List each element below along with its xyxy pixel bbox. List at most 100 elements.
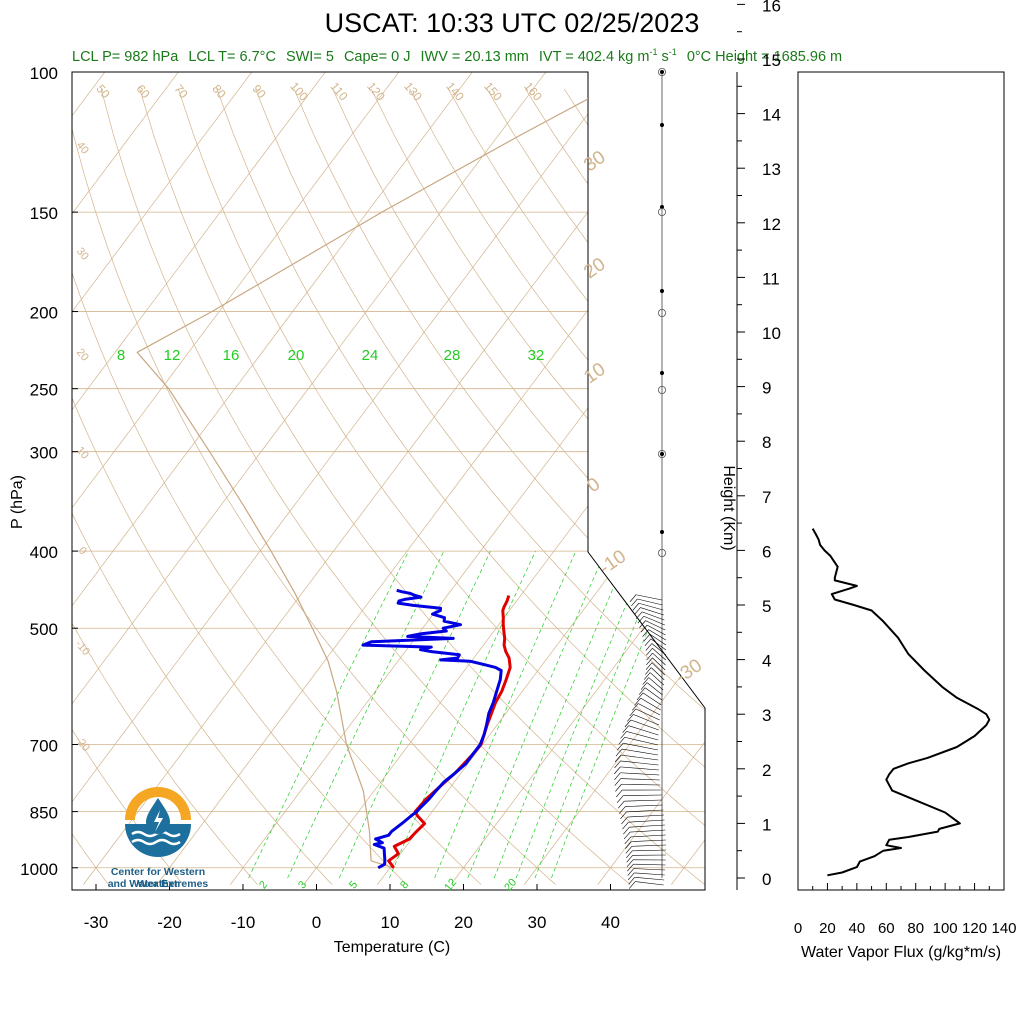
wind-barb-flag [635,611,643,620]
isotherm [450,72,705,885]
wind-barb-flag [617,800,625,809]
skewt-grid [0,54,1024,885]
wind-barb [649,633,667,646]
isotherm [230,72,705,885]
wind-barb-flag [620,731,627,739]
mixing-ratio-label: 20 [502,877,519,894]
wind-barb-flag [632,703,639,711]
isotherm [597,72,705,885]
wind-barb [652,648,666,661]
wind-barb-flag [619,806,626,814]
theta-label: 140 [443,79,467,104]
wind-barb [621,754,659,761]
dry-adiabat [100,88,631,885]
calm-circle [658,449,667,458]
mixing-ratio-label: 32 [528,347,545,364]
wind-barb [628,819,665,823]
mixing-ratio-label: 12 [164,347,181,364]
wind-barb-flag [614,754,622,763]
mixing-ratio-label: 20 [288,347,305,364]
height-tick-label: 3 [762,706,771,725]
flux-trace [811,528,991,877]
theta-label: 40 [74,140,91,157]
height-tick-label: 1 [762,815,771,834]
chart-title: USCAT: 10:33 UTC 02/25/2023 [324,8,700,38]
wind-barb-flag [614,766,621,775]
wind-barb [649,672,664,686]
lcl-temperature: LCL T= 6.7°C [188,48,276,65]
wind-barb [635,881,664,886]
wind-barb [644,687,663,701]
pressure-tick-label: 250 [30,381,58,400]
wind-barb [651,662,666,676]
wind-barb [646,682,663,696]
mixing-ratio-line [534,550,666,879]
wind-barb-flag [615,789,623,798]
dry-adiabat [72,88,482,885]
dewpoint-trace [361,588,503,870]
wind-barb-flag [624,836,632,845]
wind-barb [648,677,664,691]
height-tick-label: 16 [762,0,781,15]
plot-border [71,71,706,891]
wind-barb [634,876,665,881]
dry-adiabat [293,88,705,885]
mixing-ratio-line [515,550,650,879]
isotherm [72,72,192,885]
mixing-ratio-label: 5 [347,879,360,891]
theta-label: 30 [74,246,91,263]
theta-label: 10 [580,359,609,388]
mixing-ratio-line [493,550,630,879]
isotherm [377,72,705,885]
wind-dot [660,452,664,456]
wind-barb [640,697,661,711]
wind-barb-flag [616,742,624,751]
wind-barb-flag [645,667,652,675]
wind-barb-flag [640,682,648,690]
wind-barb-flag [638,687,646,695]
lcl-pressure: LCL P= 982 hPa [72,48,179,65]
wind-barb [621,748,659,756]
wind-barb [652,657,666,671]
dry-adiabat [72,88,407,885]
wind-barb [648,629,666,641]
wind-barb-flag [614,760,621,769]
wind-barb-flag [639,620,646,628]
logo-text-line2: and Water Extremes [107,878,209,890]
wind-barb [624,799,663,802]
mixing-ratio-line [551,550,681,879]
temperature-trace [387,595,512,869]
mixing-ratio-label: 16 [223,347,240,364]
mixing-ratio-label: 12 [442,877,459,894]
isotherm [745,54,1024,884]
height-tick-label: 2 [762,761,771,780]
wind-barb [626,731,659,741]
swi-value: SWI= 5 [285,48,334,65]
flux-panel-border [797,71,1005,891]
iwv-value: IWV = 20.13 mm [420,48,529,65]
wind-barb [652,652,666,666]
wind-barb [620,760,659,766]
wind-barb-flag [623,826,630,835]
wind-barb-flag [626,855,633,863]
pressure-tick-label: 500 [30,620,58,639]
wind-dot [660,289,664,293]
flux-tick-label: 60 [878,920,895,937]
wind-dot [660,70,664,74]
wind-barb [623,742,659,751]
wind-barb [627,814,664,818]
wind-barb [621,784,661,786]
mixing-ratio-label: 8 [398,879,411,891]
isotherm [72,72,633,885]
height-tick-label: 9 [762,379,771,398]
wind-barb [628,725,659,736]
wind-barb-flag [625,841,632,849]
theta-label: 20 [74,347,91,364]
wind-barb-flag [642,677,649,685]
wind-barb-flag [642,629,649,637]
isotherm [0,54,45,884]
wind-dot [660,123,664,127]
theta-label: 0 [583,474,604,497]
wind-barb-flag [632,603,640,611]
